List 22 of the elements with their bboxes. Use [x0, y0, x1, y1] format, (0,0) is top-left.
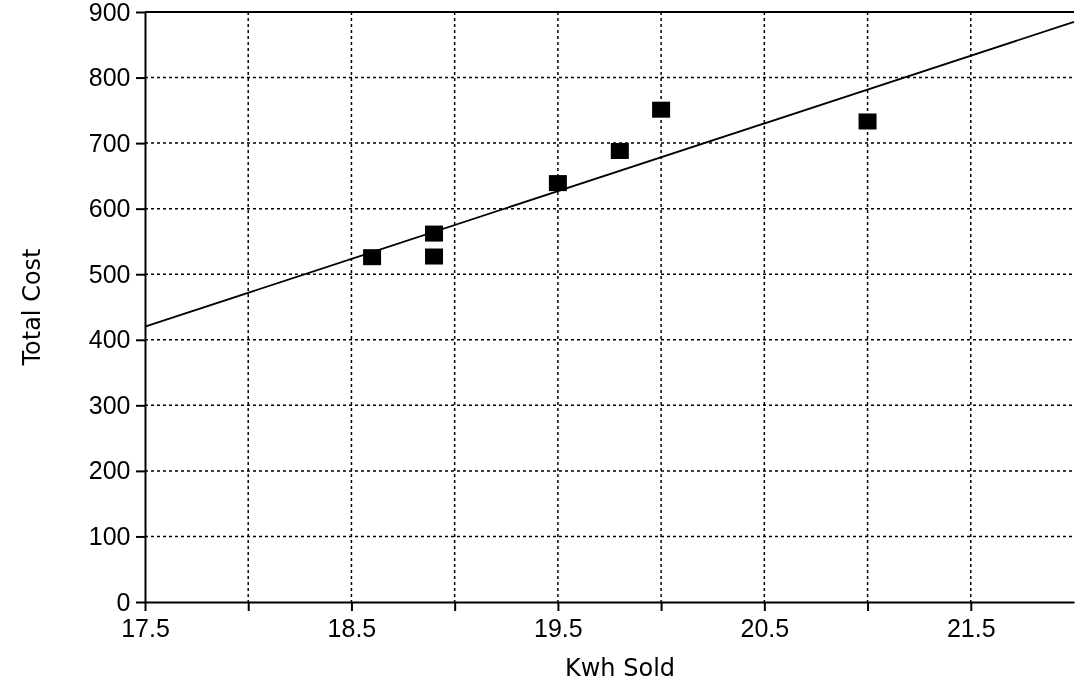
y-tick-label: 200 — [88, 456, 131, 485]
x-tick-label: 19.5 — [534, 613, 583, 642]
y-tick-label: 300 — [88, 390, 131, 419]
point — [652, 101, 671, 118]
y-tick-label: 100 — [88, 521, 131, 550]
y-tick-label: 600 — [88, 194, 131, 223]
point — [858, 113, 877, 130]
point — [610, 142, 629, 159]
point — [425, 248, 444, 265]
point — [548, 175, 567, 192]
x-tick-label: 20.5 — [740, 613, 790, 642]
x-tick-label: 17.5 — [121, 613, 170, 642]
x-tick-label: 21.5 — [946, 613, 996, 642]
y-tick-label: 800 — [88, 63, 131, 92]
y-axis-title: Total Cost — [18, 248, 46, 367]
y-tick-label: 700 — [88, 128, 131, 157]
y-tick-label: 900 — [88, 0, 131, 26]
y-tick-label: 0 — [116, 587, 131, 616]
y-tick-label: 400 — [88, 325, 131, 354]
x-axis-title: Kwh Sold — [565, 654, 676, 682]
x-tick-label: 18.5 — [327, 613, 377, 642]
y-tick-label: 500 — [88, 259, 131, 288]
